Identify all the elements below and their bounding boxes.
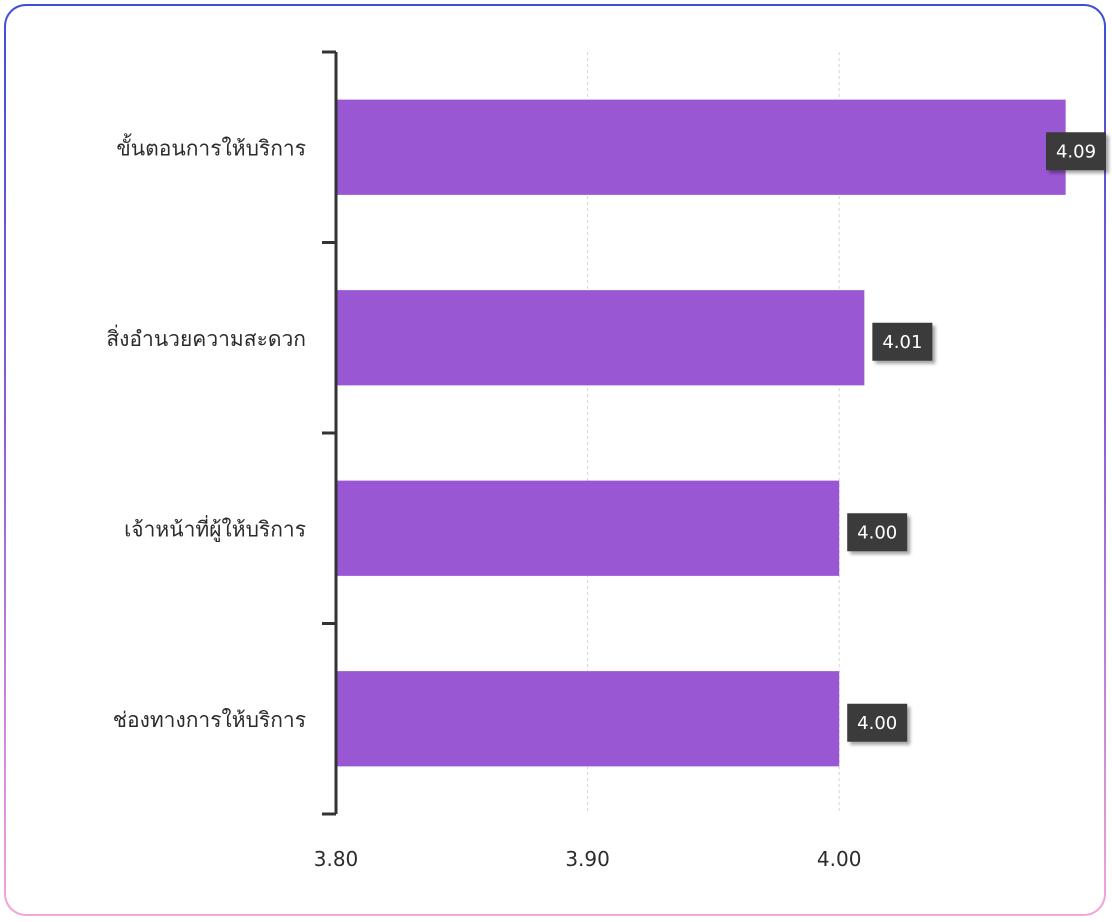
- category-labels: ขั้นตอนการให้บริการสิ่งอำนวยความสะดวกเจ้…: [106, 133, 306, 732]
- x-tick-labels: 3.80 3.90 4.00: [314, 847, 862, 871]
- value-label-box: [872, 322, 933, 361]
- x-tick-label: 4.00: [817, 847, 862, 871]
- bars: [336, 99, 1066, 767]
- value-labels: 4.09 4.01 4.00 4.00: [847, 132, 1106, 742]
- bar: [336, 99, 1066, 195]
- value-label-text: 4.00: [857, 522, 897, 543]
- value-label-box: [847, 513, 908, 552]
- category-label: ช่องทางการให้บริการ: [113, 708, 306, 732]
- value-label-box: [1046, 132, 1106, 171]
- category-label: ขั้นตอนการให้บริการ: [116, 133, 306, 160]
- value-label-text: 4.09: [1056, 141, 1096, 162]
- value-label-text: 4.01: [882, 332, 922, 353]
- x-tick-label: 3.90: [565, 847, 610, 871]
- bar: [336, 480, 840, 576]
- value-label-text: 4.00: [857, 713, 897, 734]
- value-label-box: [847, 703, 908, 742]
- category-label: สิ่งอำนวยความสะดวก: [106, 324, 306, 351]
- category-axis: [322, 50, 338, 816]
- category-label: เจ้าหน้าที่ผู้ให้บริการ: [124, 514, 306, 542]
- bar: [336, 290, 865, 386]
- value-label: 4.00: [847, 703, 908, 742]
- value-label: 4.01: [872, 322, 933, 361]
- value-label: 4.09: [1046, 132, 1106, 171]
- value-label: 4.00: [847, 513, 908, 552]
- x-tick-label: 3.80: [314, 847, 359, 871]
- bar: [336, 671, 840, 767]
